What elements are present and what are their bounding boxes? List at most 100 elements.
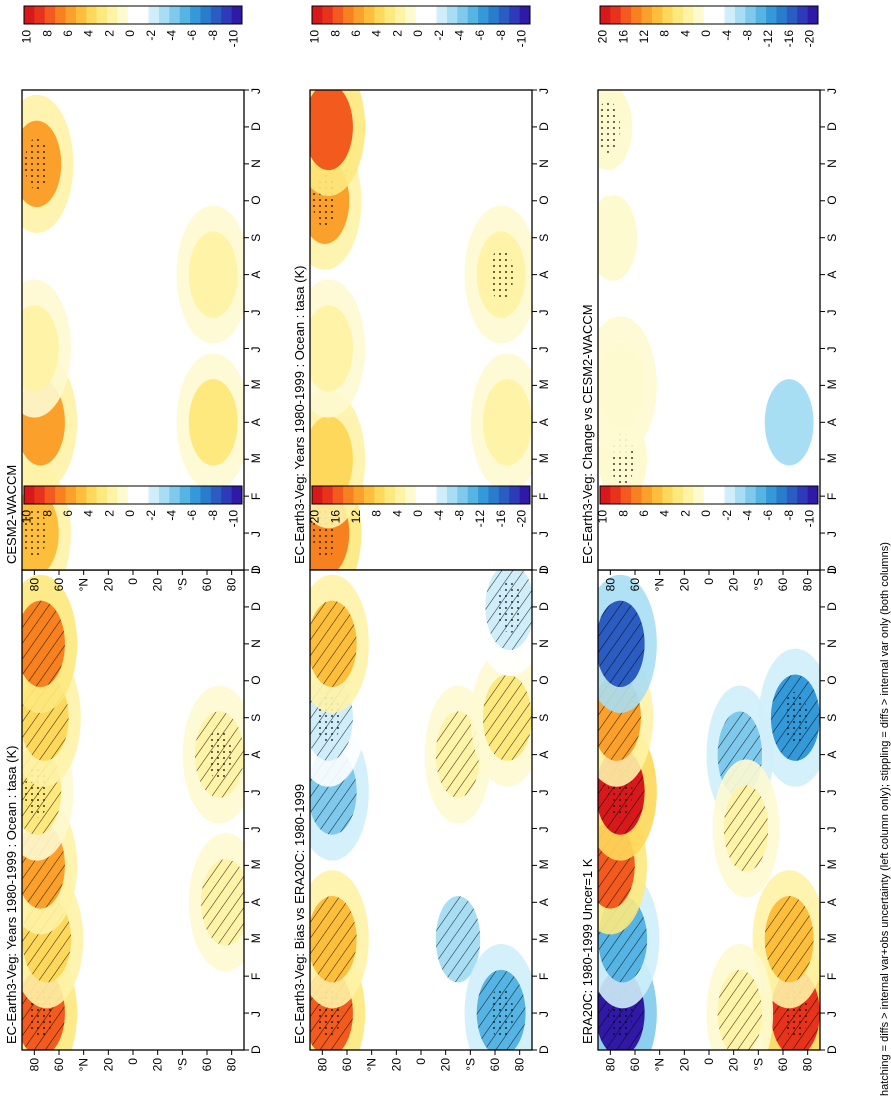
colorbar-label: -10: [227, 30, 241, 48]
colorbar-label: -4: [432, 510, 446, 521]
month-tick-label: A: [825, 271, 839, 279]
figure-footnote: hatching = diffs > internal var+obs unce…: [879, 542, 891, 1096]
colorbar-swatch: [786, 486, 798, 504]
colorbar-swatch: [24, 486, 35, 504]
month-tick-label: D: [249, 122, 263, 131]
lat-tick-label: °N: [77, 578, 91, 591]
month-tick-label: F: [825, 493, 839, 500]
colorbar-swatch: [620, 486, 632, 504]
colorbar-2: 10 8 6 4 2 0 -2 -4 -6 -8 -10: [308, 5, 531, 47]
lat-tick-label: 0: [702, 578, 716, 585]
colorbar-swatch: [322, 486, 334, 504]
colorbar-label: 2: [678, 510, 692, 517]
colorbar-label: -8: [453, 510, 467, 521]
colorbar-swatch: [641, 486, 653, 504]
lat-tick-label: °S: [751, 578, 765, 591]
month-tick-label: M: [537, 453, 551, 463]
lat-tick-label: 80: [315, 1058, 329, 1072]
colorbar-swatch: [405, 6, 417, 24]
colorbar-swatch: [509, 6, 521, 24]
month-tick-label: N: [537, 639, 551, 648]
colorbar-swatch: [127, 6, 139, 24]
colorbar-label: 12: [637, 30, 651, 44]
colorbar-swatch: [683, 486, 694, 504]
panel-title: EC-Earth3-Veg: Years 1980-1999 : Ocean :…: [292, 266, 307, 564]
colorbar-swatch: [724, 486, 736, 504]
month-tick-label: D: [825, 122, 839, 131]
colorbar-label: -6: [473, 30, 487, 41]
colorbar-swatch: [200, 6, 212, 24]
lat-tick-label: 60: [488, 1058, 502, 1072]
colorbar-swatch: [148, 6, 160, 24]
colorbar-label: 4: [82, 510, 96, 517]
colorbar-label: 10: [20, 30, 34, 44]
colorbar-swatch: [312, 486, 323, 504]
month-tick-label: A: [249, 271, 263, 279]
lat-tick-label: 20: [101, 578, 115, 592]
colorbar-swatch: [374, 486, 386, 504]
month-tick-label: F: [249, 493, 263, 500]
colorbar-label: -8: [782, 510, 796, 521]
month-tick-label: D: [537, 122, 551, 131]
colorbar-swatch: [519, 486, 531, 504]
hatching-region: [482, 674, 532, 761]
colorbar-label: 8: [616, 510, 630, 517]
colorbar-label: 6: [61, 510, 75, 517]
month-tick-label: J: [537, 310, 551, 316]
colorbar-swatch: [210, 6, 222, 24]
colorbar-label: 6: [637, 510, 651, 517]
colorbar-swatch: [600, 486, 611, 504]
colorbar-swatch: [776, 486, 788, 504]
colorbar-swatch: [395, 486, 406, 504]
month-tick-label: A: [825, 898, 839, 906]
lat-tick-label: °N: [653, 578, 667, 591]
lat-tick-label: °N: [653, 1058, 667, 1071]
field-layer: [22, 574, 244, 1050]
month-tick-label: D: [537, 1045, 551, 1054]
stippling-region: [24, 137, 50, 190]
panel-title: EC-Earth3-Veg: Years 1980-1999 : Ocean :…: [4, 746, 19, 1044]
colorbar-frame: [599, 485, 819, 505]
colorbar-swatch: [662, 486, 674, 504]
colorbar-label: -6: [185, 510, 199, 521]
colorbar-4: 10 8 6 4 2 0 -2 -4 -6 -8 -10: [20, 5, 243, 48]
colorbar-swatch: [745, 6, 757, 24]
hatching-region: [22, 600, 65, 688]
month-tick-label: J: [249, 826, 263, 832]
lat-tick-label: 20: [101, 1058, 115, 1072]
colorbar-label: 6: [61, 30, 75, 37]
month-tick-label: J: [825, 826, 839, 832]
colorbar-label: -8: [206, 510, 220, 521]
lat-tick-label: 20: [151, 578, 165, 592]
colorbar-label: -10: [227, 510, 241, 528]
lat-tick-label: °N: [365, 1058, 379, 1071]
colorbar-swatch: [672, 486, 684, 504]
month-tick-label: J: [825, 531, 839, 537]
colorbar-swatch: [44, 486, 56, 504]
colorbar-label: 0: [123, 510, 137, 517]
month-tick-label: J: [249, 310, 263, 316]
colorbar-swatch: [610, 6, 622, 24]
month-tick-label: O: [249, 675, 263, 684]
colorbar-swatch: [148, 486, 160, 504]
colorbar-label: 8: [40, 510, 54, 517]
colorbar-6: 20 16 12 8 4 0 -4 -8 -12 -16 -20: [596, 5, 819, 47]
colorbar-swatch: [693, 6, 705, 24]
colorbar-label: 8: [40, 30, 54, 37]
month-tick-label: M: [825, 859, 839, 869]
month-tick-label: J: [537, 531, 551, 537]
lat-tick-label: 80: [603, 1058, 617, 1072]
stippling-region: [488, 987, 514, 1039]
field-blob: [764, 379, 814, 466]
month-tick-label: J: [249, 790, 263, 796]
month-tick-label: S: [249, 234, 263, 242]
colorbar-swatch: [117, 6, 129, 24]
lat-tick-label: °S: [463, 1058, 477, 1071]
colorbar-label: -4: [165, 510, 179, 521]
lat-tick-label: 20: [727, 578, 741, 592]
colorbar-swatch: [96, 486, 108, 504]
colorbar-swatch: [138, 6, 150, 24]
colorbar-3: 10 8 6 4 2 0 -2 -4 -6 -8 -10: [596, 485, 819, 527]
colorbar-swatch: [446, 486, 458, 504]
